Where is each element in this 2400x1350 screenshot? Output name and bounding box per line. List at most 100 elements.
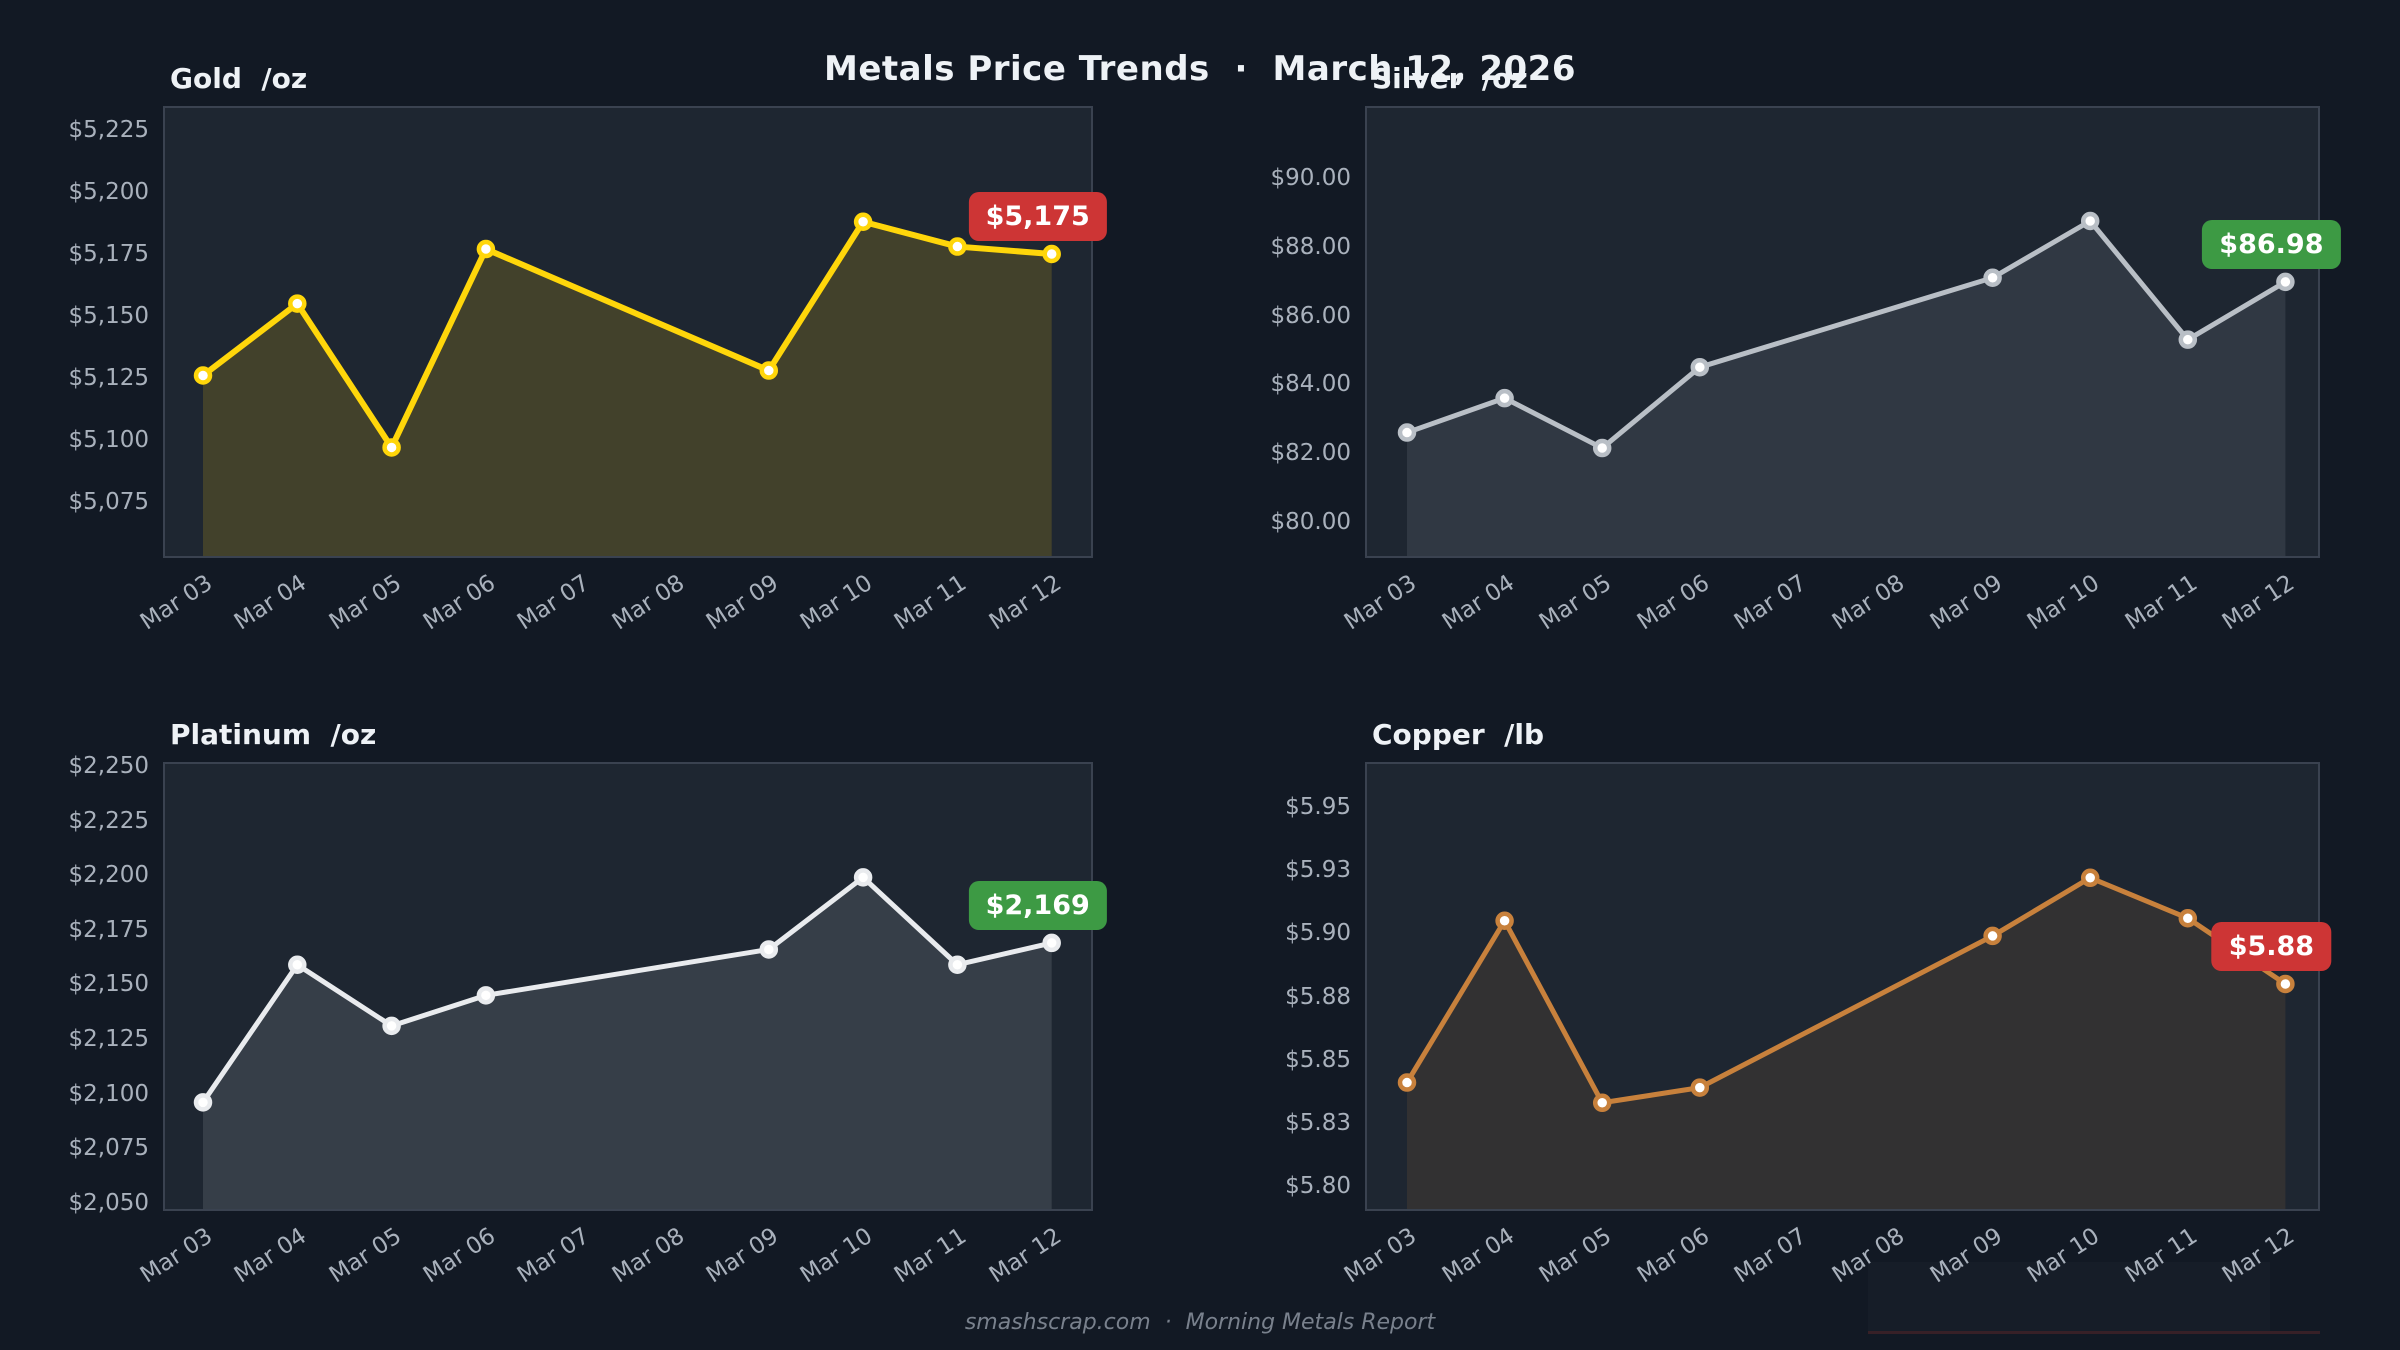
plot-border: [163, 106, 1093, 558]
y-tick-label: $5.90: [1285, 920, 1351, 947]
x-tick-label: Mar 05: [324, 570, 406, 636]
x-tick-label: Mar 07: [513, 1223, 595, 1289]
y-tick-label: $5.95: [1285, 794, 1351, 820]
data-point: [1983, 268, 2002, 288]
x-tick-label: Mar 08: [607, 1223, 689, 1289]
plot-area-copper: [1365, 762, 2320, 1211]
x-tick-label: Mar 12: [2218, 570, 2300, 636]
last-price-badge-platinum: $2,169: [968, 880, 1107, 930]
y-tick-label: $5.83: [1285, 1110, 1351, 1136]
area-fill: [1407, 221, 2286, 558]
y-tick-label: $82.00: [1270, 440, 1351, 467]
x-tick-label: Mar 11: [890, 570, 972, 636]
data-point: [948, 237, 967, 256]
x-tick-label: Mar 11: [890, 1223, 972, 1289]
data-point: [1983, 926, 2002, 946]
x-tick-label: Mar 10: [796, 570, 878, 636]
y-tick-label: $80.00: [1270, 509, 1351, 535]
data-point: [476, 986, 496, 1005]
plot-border: [163, 762, 1093, 1211]
y-tick-label: $2,125: [68, 1026, 149, 1052]
data-point: [1495, 911, 1514, 931]
data-point: [1042, 933, 1061, 953]
data-point: [1495, 388, 1514, 408]
price-line: [1404, 218, 2288, 451]
data-point: [1690, 1078, 1710, 1097]
y-tick-label: $5,200: [68, 179, 149, 205]
data-point: [1592, 438, 1612, 458]
y-tick-label: $5,225: [68, 117, 149, 143]
x-tick-label: Mar 06: [1632, 1223, 1714, 1289]
data-point: [288, 955, 307, 974]
x-tick-label: Mar 09: [1925, 570, 2007, 636]
x-tick-label: Mar 04: [1437, 1223, 1519, 1289]
data-point: [853, 868, 873, 887]
y-tick-label: $2,250: [68, 753, 149, 779]
data-point: [193, 366, 213, 385]
data-point: [1690, 357, 1710, 377]
x-tick-label: Mar 06: [418, 1223, 501, 1289]
area-fill: [203, 221, 1052, 558]
y-tick-label: $2,150: [68, 971, 149, 998]
y-tick-label: $2,200: [68, 862, 149, 889]
data-point: [382, 438, 401, 457]
chart-title-platinum: Platinum /oz: [170, 718, 377, 751]
data-point: [476, 239, 496, 259]
x-tick-label: Mar 04: [230, 1223, 312, 1289]
chart-title-silver: Silver /oz: [1372, 62, 1528, 95]
chart-title-copper: Copper /lb: [1372, 718, 1545, 751]
price-line: [200, 218, 1055, 451]
plot-area-platinum: [163, 762, 1093, 1211]
x-tick-label: Mar 05: [1535, 570, 1617, 636]
y-tick-label: $5,100: [68, 427, 149, 453]
y-tick-label: $5,150: [68, 303, 149, 329]
x-tick-label: Mar 06: [1632, 570, 1714, 636]
y-tick-label: $2,050: [68, 1189, 149, 1216]
x-tick-label: Mar 08: [1827, 570, 1910, 636]
x-tick-label: Mar 12: [984, 570, 1066, 636]
chart-title-gold: Gold /oz: [170, 62, 308, 95]
watermark-line: [1868, 1331, 2320, 1334]
data-point: [1042, 244, 1061, 264]
last-price-badge-gold: $5,175: [968, 192, 1107, 241]
plot-border: [1365, 762, 2320, 1211]
x-tick-label: Mar 03: [1339, 570, 1422, 636]
data-point: [2276, 974, 2295, 994]
y-tick-label: $2,100: [68, 1080, 149, 1107]
x-tick-label: Mar 12: [984, 1223, 1066, 1289]
x-tick-label: Mar 08: [607, 570, 689, 636]
data-point: [2276, 272, 2295, 292]
x-tick-label: Mar 07: [1730, 570, 1812, 636]
plot-border: [1365, 106, 2320, 558]
data-point: [759, 361, 779, 380]
x-tick-label: Mar 04: [1437, 570, 1519, 636]
x-tick-label: Mar 03: [135, 1223, 218, 1289]
price-line: [1404, 875, 2288, 1106]
data-point: [2178, 330, 2198, 349]
data-point: [853, 212, 873, 232]
data-point: [948, 955, 967, 974]
x-tick-label: Mar 07: [513, 570, 595, 636]
x-tick-label: Mar 09: [701, 570, 783, 636]
x-tick-label: Mar 10: [796, 1223, 878, 1289]
data-point: [759, 940, 779, 959]
page-footer: smashscrap.com · Morning Metals Report: [964, 1310, 1436, 1335]
price-chart-svg: [1365, 762, 2320, 1211]
plot-area-silver: [1365, 106, 2320, 558]
plot-area-gold: [163, 106, 1093, 558]
price-chart-svg: [163, 106, 1093, 558]
price-chart-svg: [163, 762, 1093, 1211]
y-tick-label: $88.00: [1270, 233, 1351, 260]
x-tick-label: Mar 03: [135, 570, 218, 636]
y-tick-label: $5.80: [1285, 1173, 1351, 1200]
data-point: [193, 1093, 213, 1112]
y-tick-label: $5,075: [68, 489, 149, 515]
last-price-badge-silver: $86.98: [2202, 219, 2341, 269]
y-tick-label: $2,225: [68, 807, 149, 834]
y-tick-label: $5,175: [68, 241, 149, 267]
y-tick-label: $2,075: [68, 1135, 149, 1162]
data-point: [2080, 868, 2100, 888]
data-point: [1592, 1093, 1612, 1113]
last-price-badge-copper: $5.88: [2211, 921, 2332, 971]
